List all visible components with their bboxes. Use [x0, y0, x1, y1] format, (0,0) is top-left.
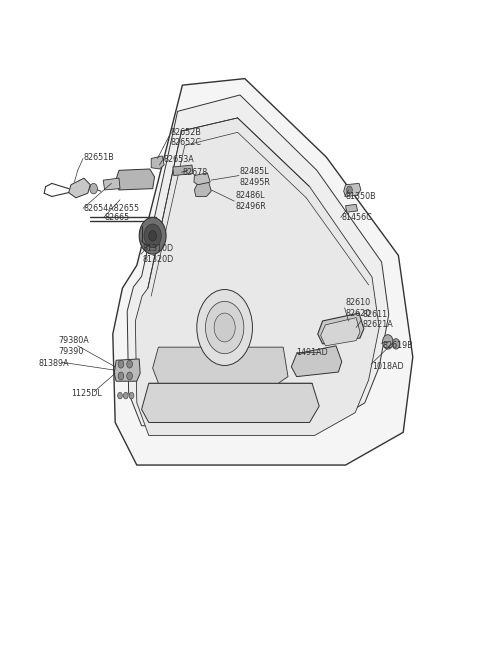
Circle shape	[139, 217, 166, 254]
Circle shape	[144, 224, 161, 248]
Circle shape	[118, 360, 124, 368]
Circle shape	[214, 313, 235, 342]
Text: 81350B: 81350B	[346, 192, 376, 201]
Text: 79380A
79390: 79380A 79390	[59, 336, 89, 356]
Text: 82611
82621A: 82611 82621A	[363, 310, 394, 329]
Text: 82619B: 82619B	[382, 341, 413, 350]
Text: 82486L
82496R: 82486L 82496R	[235, 191, 266, 211]
Circle shape	[383, 335, 393, 349]
Circle shape	[118, 372, 124, 380]
Circle shape	[392, 339, 400, 349]
Text: 82610
82620: 82610 82620	[346, 298, 371, 318]
Circle shape	[347, 186, 352, 194]
Text: 82653A: 82653A	[163, 155, 194, 164]
Polygon shape	[153, 347, 288, 383]
Text: 81310D
81320D: 81310D 81320D	[142, 244, 173, 264]
Polygon shape	[69, 178, 90, 198]
Text: 81456C: 81456C	[342, 213, 372, 222]
Polygon shape	[115, 169, 155, 190]
Text: 82485L
82495R: 82485L 82495R	[240, 167, 271, 187]
Circle shape	[123, 392, 128, 399]
Text: 1018AD: 1018AD	[372, 362, 404, 371]
Polygon shape	[151, 156, 164, 169]
Polygon shape	[291, 346, 342, 377]
Text: 81389A: 81389A	[38, 359, 69, 368]
Text: 82651B: 82651B	[84, 153, 115, 162]
Circle shape	[127, 360, 132, 368]
Polygon shape	[344, 183, 361, 196]
Text: 82652B
82652C: 82652B 82652C	[170, 128, 202, 147]
Polygon shape	[114, 359, 140, 381]
Circle shape	[205, 301, 244, 354]
Polygon shape	[318, 313, 364, 344]
Text: 82678: 82678	[182, 168, 208, 177]
Text: 82654A82655: 82654A82655	[84, 204, 140, 213]
Polygon shape	[321, 318, 360, 346]
Circle shape	[118, 392, 122, 399]
Polygon shape	[103, 178, 120, 190]
Polygon shape	[346, 204, 358, 212]
Text: 82665: 82665	[105, 213, 130, 222]
Polygon shape	[173, 165, 193, 176]
Polygon shape	[194, 173, 210, 185]
Polygon shape	[194, 182, 211, 196]
Polygon shape	[113, 79, 413, 465]
Polygon shape	[135, 118, 379, 436]
Polygon shape	[142, 383, 319, 422]
Circle shape	[127, 372, 132, 380]
Circle shape	[197, 290, 252, 365]
Polygon shape	[127, 95, 389, 426]
Circle shape	[129, 392, 134, 399]
Circle shape	[149, 231, 156, 241]
Text: 1491AD: 1491AD	[297, 348, 328, 357]
Text: 1125DL: 1125DL	[71, 388, 102, 398]
Circle shape	[90, 183, 97, 194]
